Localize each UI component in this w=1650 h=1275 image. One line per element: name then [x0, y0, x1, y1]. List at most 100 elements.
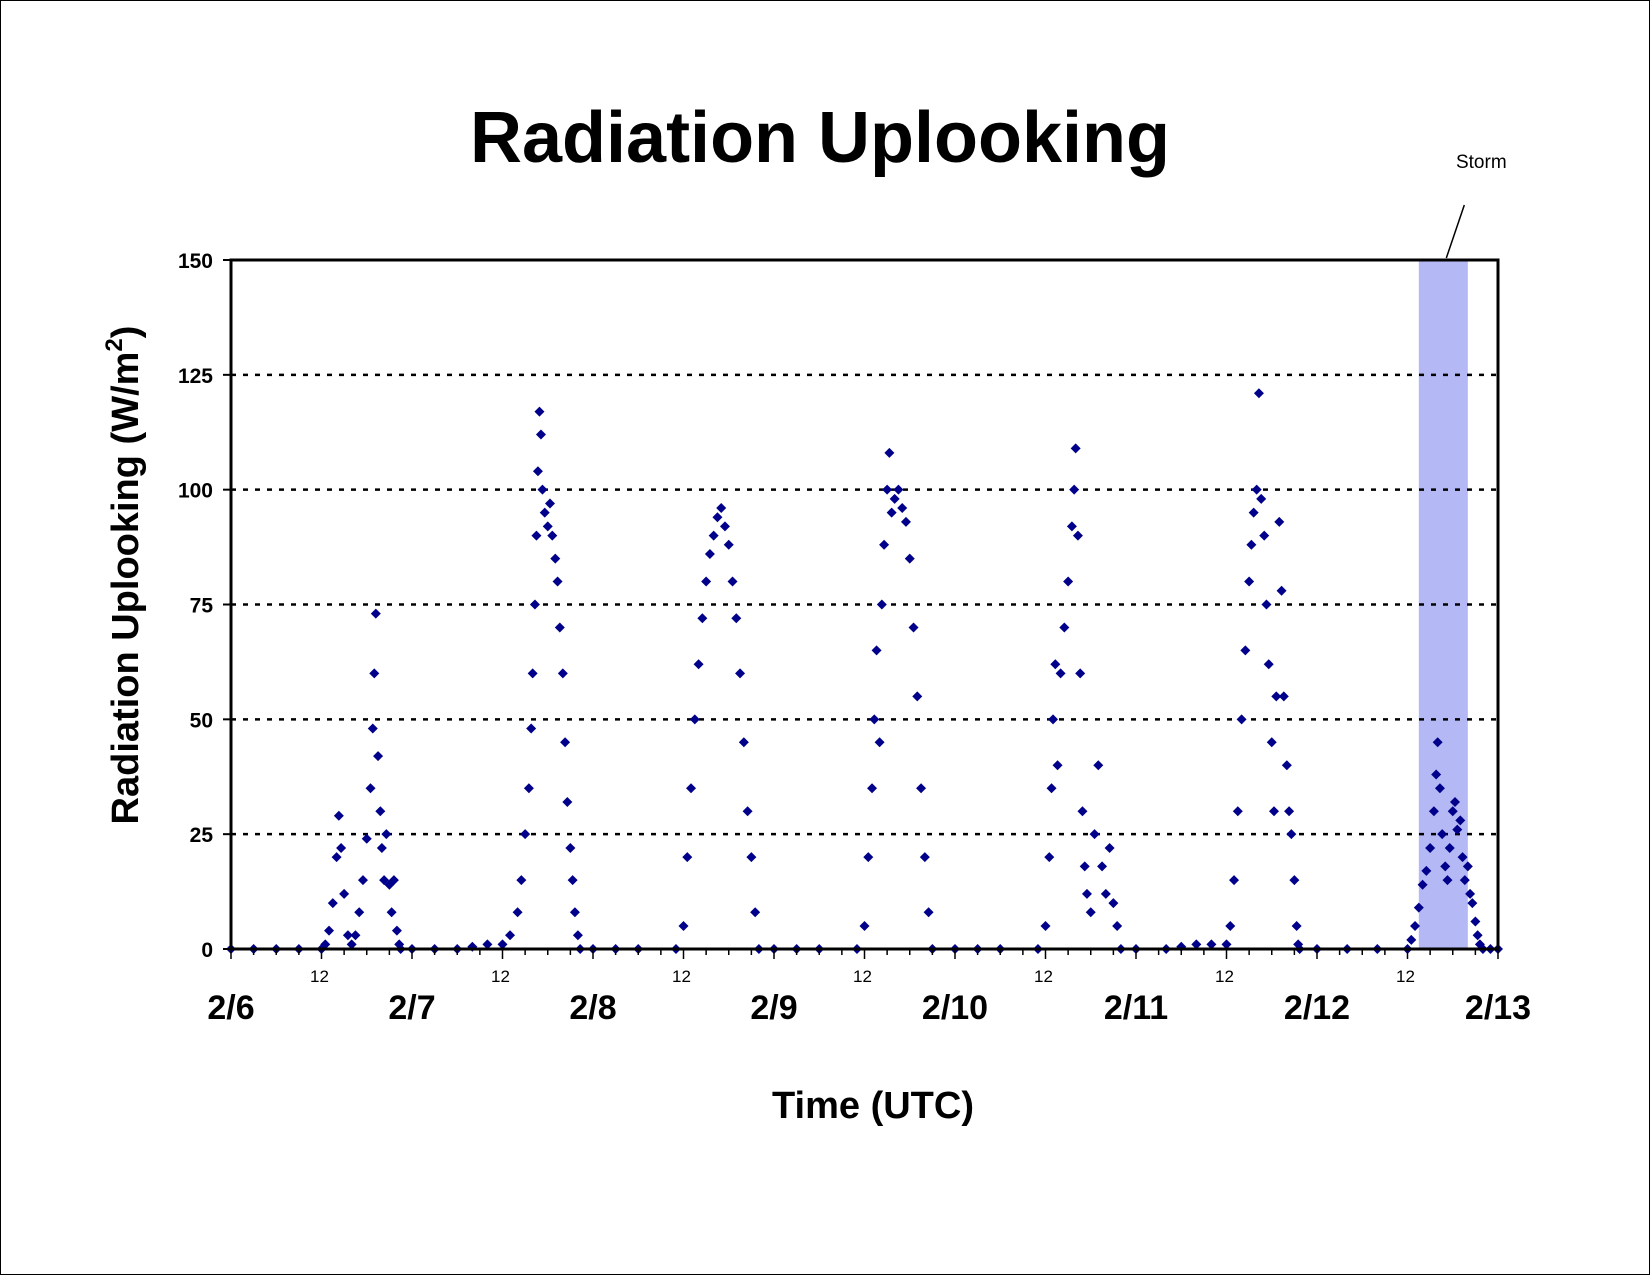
y-axis-ticks: 0 25 50 75 100 125 150: [178, 250, 231, 962]
data-point: [529, 599, 540, 610]
data-point: [742, 806, 753, 817]
data-point: [1055, 668, 1066, 679]
data-point: [1253, 388, 1264, 399]
data-point: [331, 852, 342, 863]
data-point: [535, 429, 546, 440]
data-point: [1069, 484, 1080, 495]
data-point: [569, 907, 580, 918]
data-point: [1286, 829, 1297, 840]
data-point: [1472, 930, 1483, 941]
data-point: [539, 507, 550, 518]
data-point: [520, 829, 531, 840]
data-point: [686, 783, 697, 794]
data-point: [719, 521, 730, 532]
data-point: [1052, 760, 1063, 771]
data-point: [381, 829, 392, 840]
data-point: [916, 783, 927, 794]
data-point: [336, 842, 347, 853]
storm-annotation-line: [1445, 204, 1466, 259]
data-point: [346, 939, 357, 950]
data-point: [1421, 865, 1432, 876]
x-major-tick-label: 2/13: [1465, 989, 1531, 1027]
data-points: [226, 388, 1503, 954]
data-point: [1104, 842, 1115, 853]
data-point: [746, 852, 757, 863]
data-point: [923, 907, 934, 918]
data-point: [1447, 806, 1458, 817]
data-point: [1465, 888, 1476, 899]
data-point: [1413, 902, 1424, 913]
data-point: [1417, 879, 1428, 890]
data-point: [879, 539, 890, 550]
data-point: [704, 548, 715, 559]
data-point: [919, 852, 930, 863]
data-point: [370, 608, 381, 619]
data-point: [1089, 829, 1100, 840]
data-point: [361, 833, 372, 844]
data-point: [1462, 861, 1473, 872]
data-point: [542, 521, 553, 532]
data-point: [1459, 875, 1470, 886]
data-point: [893, 484, 904, 495]
data-point: [701, 576, 712, 587]
data-point: [1450, 797, 1461, 808]
y-tick-label: 100: [178, 480, 213, 503]
data-point: [897, 503, 908, 514]
data-point: [532, 466, 543, 477]
data-point: [1470, 916, 1481, 927]
x-major-tick-label: 2/11: [1104, 989, 1168, 1027]
x-minor-tick-label: 12: [1034, 967, 1053, 986]
y-tick-label: 75: [190, 595, 214, 618]
data-point: [1467, 898, 1478, 909]
data-point: [731, 613, 742, 624]
data-point: [1457, 852, 1468, 863]
data-point: [1425, 842, 1436, 853]
data-point: [1281, 760, 1292, 771]
data-point: [1093, 760, 1104, 771]
data-point: [1221, 939, 1232, 950]
data-point: [904, 553, 915, 564]
data-point: [547, 530, 558, 541]
x-major-tick-label: 2/9: [750, 989, 797, 1027]
plot-area-frame: [229, 258, 1500, 951]
data-point: [1206, 939, 1217, 950]
data-point: [1259, 530, 1270, 541]
data-point: [526, 723, 537, 734]
data-point: [869, 714, 880, 725]
x-minor-tick-label: 12: [853, 967, 872, 986]
data-point: [523, 783, 534, 794]
data-point: [1044, 852, 1055, 863]
data-point: [1040, 921, 1051, 932]
data-point: [1191, 939, 1202, 950]
data-point: [708, 530, 719, 541]
data-point: [900, 516, 911, 527]
x-axis-ticks: 2/6 2/7 2/8 2/9 2/10 2/11 2/12 2/13 12 12 12 12 12 12…: [207, 949, 1531, 1027]
data-point: [735, 668, 746, 679]
data-point: [554, 622, 565, 633]
data-point: [682, 852, 693, 863]
data-point: [912, 691, 923, 702]
data-point: [1274, 516, 1285, 527]
data-point: [1248, 507, 1259, 518]
data-point: [1263, 659, 1274, 670]
data-point: [1261, 599, 1272, 610]
data-point: [369, 668, 380, 679]
data-point: [882, 484, 893, 495]
data-point: [354, 907, 365, 918]
data-point: [1440, 861, 1451, 872]
data-point: [512, 907, 523, 918]
data-point: [527, 668, 538, 679]
data-point: [565, 842, 576, 853]
data-point: [357, 875, 368, 886]
data-point: [375, 806, 386, 817]
data-point: [1431, 769, 1442, 780]
x-major-tick-label: 2/10: [922, 989, 988, 1027]
data-point: [557, 668, 568, 679]
data-point: [560, 737, 571, 748]
data-point: [1452, 824, 1463, 835]
y-axis-title-main: Radiation Uplooking (W/m: [105, 352, 147, 825]
data-point: [572, 930, 583, 941]
data-point: [1410, 921, 1421, 932]
data-point: [1100, 888, 1111, 899]
